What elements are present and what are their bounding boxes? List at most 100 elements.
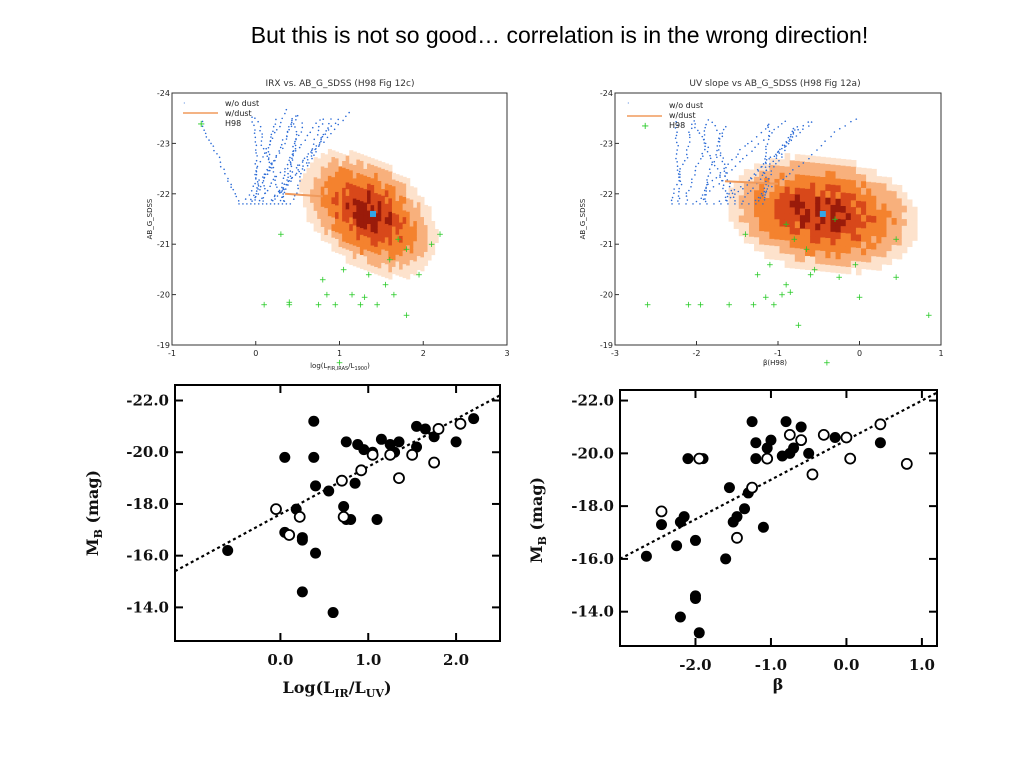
open-point [454, 417, 467, 430]
no-dust-point [288, 159, 290, 162]
no-dust-point [742, 200, 744, 202]
heatmap-cell [306, 181, 311, 189]
heatmap-cell [861, 167, 867, 176]
heatmap-cell [855, 200, 862, 209]
heatmap-cell [377, 180, 382, 189]
heatmap-cell [876, 196, 882, 204]
no-dust-point [702, 155, 704, 157]
fit-line [174, 394, 501, 573]
no-dust-point [705, 190, 708, 192]
no-dust-point [707, 119, 710, 121]
h98-point: + [415, 270, 423, 280]
heatmap-cell [413, 187, 418, 195]
heatmap-cell [886, 210, 893, 219]
heatmap-cell [743, 222, 750, 231]
no-dust-point [311, 148, 314, 150]
heatmap-cell [759, 177, 765, 185]
heatmap-cell [754, 163, 760, 171]
no-dust-point [762, 163, 765, 165]
heatmap-cell [391, 186, 397, 194]
heatmap-cell [324, 174, 329, 182]
heatmap-cell [356, 253, 361, 261]
heatmap-cell [384, 250, 389, 259]
heatmap-cell [427, 233, 432, 241]
heatmap-cell [406, 272, 411, 280]
no-dust-point [722, 157, 725, 159]
no-dust-point [775, 155, 778, 157]
heatmap-cell [743, 189, 750, 197]
no-dust-point [790, 133, 792, 136]
y-tick-label: -22.0 [126, 392, 169, 410]
heatmap-cell [815, 236, 821, 245]
heatmap-cell [388, 238, 393, 246]
no-dust-point [255, 144, 258, 147]
no-dust-point [272, 130, 274, 133]
heatmap-cell [331, 150, 336, 158]
no-dust-point [313, 154, 315, 156]
no-dust-point [692, 203, 694, 205]
heatmap-cell [886, 217, 893, 225]
heatmap-cell [352, 205, 357, 213]
heatmap-cell [835, 192, 842, 200]
heatmap-cell [356, 240, 361, 248]
heatmap-cell [356, 199, 361, 208]
no-dust-point [302, 165, 304, 167]
heatmap-cell [324, 154, 329, 162]
heatmap-cell [363, 242, 368, 251]
heatmap-cell [345, 182, 350, 190]
heatmap-cell [876, 223, 882, 231]
heatmap-cell [769, 198, 775, 206]
h98-point: + [770, 301, 778, 311]
heatmap-cell [416, 249, 421, 257]
heatmap-cell [840, 179, 847, 187]
no-dust-point [300, 172, 302, 175]
heatmap-cell [866, 208, 872, 216]
no-dust-point [294, 174, 297, 176]
no-dust-point [723, 170, 726, 172]
heatmap-cell [395, 241, 400, 249]
heatmap-cell [774, 165, 781, 173]
heatmap-cell [810, 256, 816, 264]
heatmap-cell [391, 179, 397, 187]
no-dust-point [294, 126, 296, 128]
no-dust-point [304, 139, 307, 142]
no-dust-point [724, 175, 726, 177]
heatmap-cell [402, 230, 407, 238]
heatmap-cell [395, 201, 400, 209]
no-dust-point [757, 170, 760, 172]
no-dust-point [267, 157, 270, 159]
heatmap-cell [356, 220, 361, 228]
heatmap-cell [363, 229, 368, 237]
no-dust-point [289, 170, 292, 172]
heatmap-cell [764, 204, 770, 212]
no-dust-point [731, 192, 734, 195]
heatmap-cell [306, 214, 311, 223]
heatmap-cell [840, 212, 847, 220]
heatmap-cell [345, 162, 350, 170]
no-dust-point [315, 145, 318, 147]
heatmap-cell [342, 208, 347, 216]
heatmap-cell [374, 159, 379, 167]
heatmap-cell [845, 233, 852, 241]
heatmap-cell [835, 252, 842, 260]
no-dust-point [259, 160, 262, 163]
irx-observed-panel: 0.0 1.0 2.0 -22.0 -20.0 -18.0 -16.0 -14.0 MB (m… [80, 380, 520, 715]
heatmap-cell [320, 213, 325, 221]
heatmap-cell [367, 190, 372, 198]
no-dust-point [254, 149, 257, 151]
no-dust-point [810, 121, 813, 123]
heatmap-cell [850, 240, 857, 248]
heatmap-cell [810, 189, 816, 197]
no-dust-point [283, 200, 286, 202]
h98-point: + [361, 293, 369, 303]
heatmap-cell [338, 193, 343, 201]
heatmap-cell [327, 155, 332, 163]
no-dust-point [333, 128, 336, 131]
heatmap-cell [334, 185, 340, 193]
heatmap-cell [850, 207, 857, 215]
heatmap-cell [866, 222, 872, 230]
heatmap-cell [352, 252, 357, 260]
heatmap-cell [906, 226, 913, 234]
heatmap-cell [820, 250, 826, 259]
no-dust-point [280, 121, 282, 124]
